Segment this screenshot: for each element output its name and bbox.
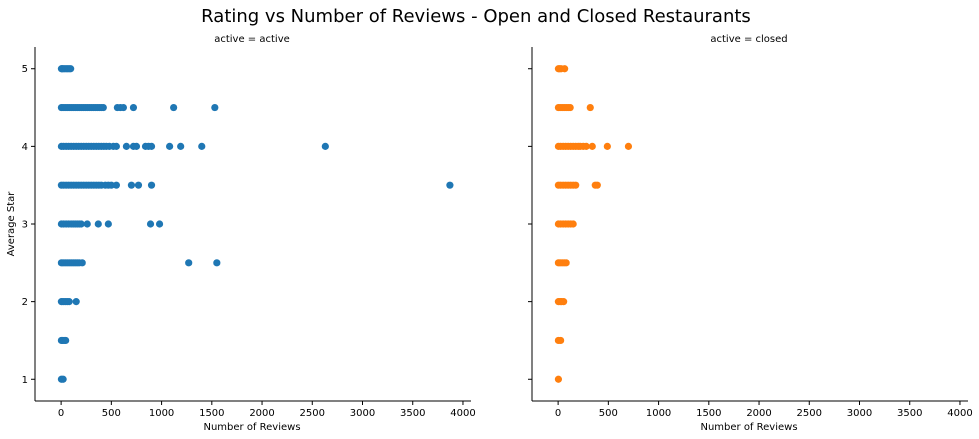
panel-title: active = closed	[710, 34, 787, 45]
scatter-point	[59, 375, 67, 383]
scatter-point	[586, 103, 594, 112]
scatter-point	[569, 220, 577, 228]
scatter-point	[112, 142, 120, 150]
x-tick-label: 2500	[797, 408, 822, 419]
scatter-point	[166, 142, 174, 150]
x-tick-label: 1000	[149, 408, 174, 419]
x-tick-label: 0	[555, 408, 561, 419]
y-axis-label: Average Star	[6, 191, 17, 257]
y-tick-label: 3	[22, 220, 28, 231]
scatter-point	[62, 336, 70, 345]
scatter-point	[582, 142, 590, 150]
x-tick-label: 0	[58, 408, 64, 419]
scatter-point	[147, 142, 156, 150]
x-tick-label: 2000	[249, 408, 274, 419]
scatter-point	[603, 142, 611, 150]
y-tick-label: 2	[22, 297, 28, 308]
panel-title: active = active	[214, 34, 290, 45]
scatter-points	[554, 65, 633, 383]
scatter-point	[99, 103, 107, 112]
x-ticks: 0 500 1000 1500 2000 2500 3000 3500 4000	[555, 401, 973, 419]
scatter-point	[593, 181, 601, 189]
scatter-point	[557, 336, 565, 345]
scatter-point	[146, 220, 155, 228]
scatter-point	[127, 181, 136, 189]
scatter-point	[560, 298, 568, 306]
scatter-point	[132, 142, 141, 150]
x-ticks: 0 500 1000 1500 2000 2500 3000 3500 4000	[58, 401, 476, 419]
scatter-point	[185, 259, 193, 267]
scatter-point	[67, 65, 75, 73]
panel-active: active = active Average Star 1 2 3 4 5 0 500 1…	[6, 34, 476, 433]
scatter-point	[77, 220, 85, 228]
scatter-point	[213, 259, 221, 267]
scatter-point	[147, 181, 156, 189]
y-tick-label: 4	[22, 142, 28, 153]
x-axis-label: Number of Reviews	[700, 422, 797, 433]
x-tick-label: 3500	[400, 408, 425, 419]
scatter-point	[78, 259, 86, 267]
x-tick-label: 3000	[847, 408, 872, 419]
x-tick-label: 1500	[199, 408, 224, 419]
x-tick-label: 500	[599, 408, 618, 419]
scatter-point	[170, 103, 178, 112]
y-ticks	[528, 68, 532, 380]
scatter-point	[65, 298, 73, 306]
scatter-point	[129, 103, 138, 112]
figure-title: Rating vs Number of Reviews - Open and C…	[201, 6, 751, 27]
scatter-point	[119, 103, 128, 112]
scatter-point	[107, 181, 115, 189]
scatter-points	[57, 65, 454, 383]
y-tick-label: 5	[22, 64, 28, 75]
scatter-point	[104, 220, 112, 228]
x-tick-label: 4000	[947, 408, 972, 419]
scatter-point	[588, 142, 596, 150]
scatter-point	[122, 142, 131, 150]
scatter-point	[211, 103, 219, 112]
scatter-point	[177, 142, 185, 150]
x-tick-label: 500	[102, 408, 121, 419]
x-axis-label: Number of Reviews	[203, 422, 300, 433]
scatter-point	[321, 142, 329, 150]
scatter-point	[561, 65, 569, 73]
x-tick-label: 4000	[450, 408, 475, 419]
scatter-point	[134, 181, 143, 189]
x-tick-label: 2000	[746, 408, 771, 419]
scatter-point	[566, 103, 574, 112]
y-tick-label: 1	[22, 375, 28, 386]
panel-closed: active = closed 0 500 1000 1500 2000 2500 3000…	[528, 34, 973, 433]
scatter-point	[198, 142, 206, 150]
scatter-point	[446, 181, 454, 189]
scatter-point	[72, 298, 80, 306]
y-ticks: 1 2 3 4 5	[22, 64, 35, 386]
scatter-point	[572, 181, 580, 189]
x-tick-label: 1000	[646, 408, 671, 419]
scatter-point	[155, 220, 164, 228]
scatter-point	[83, 220, 91, 228]
x-tick-label: 2500	[300, 408, 325, 419]
x-tick-label: 3500	[897, 408, 922, 419]
scatter-point	[554, 375, 563, 383]
x-tick-label: 3000	[350, 408, 375, 419]
x-tick-label: 1500	[696, 408, 721, 419]
scatter-point	[562, 259, 570, 267]
scatter-point	[94, 220, 102, 228]
scatter-point	[624, 142, 633, 150]
scatter-point	[112, 181, 120, 189]
